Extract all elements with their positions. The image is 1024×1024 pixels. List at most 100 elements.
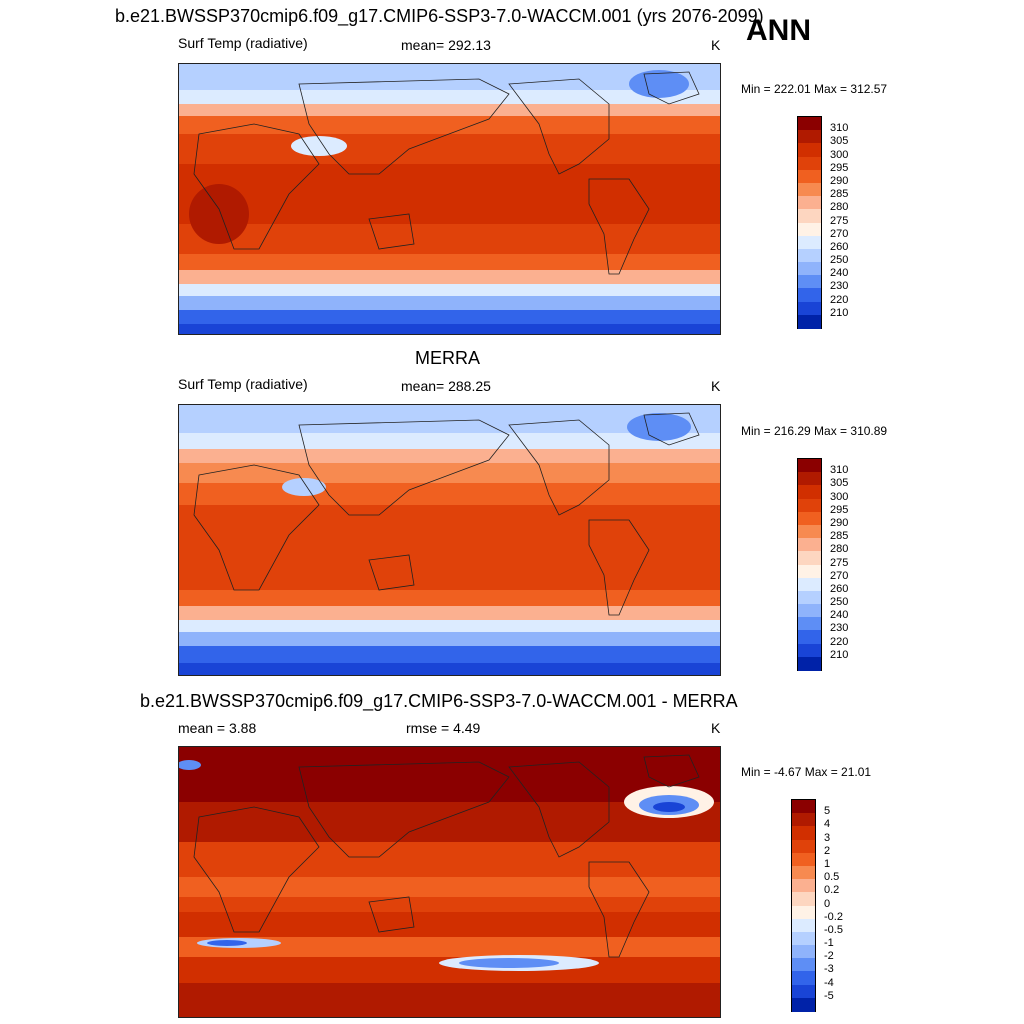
colorbar-label: 5	[824, 805, 831, 818]
colorbar-swatch	[798, 301, 821, 316]
colorbar-swatch	[798, 288, 821, 303]
colorbar-label: 295	[830, 503, 849, 516]
colorbar-label: 210	[830, 648, 849, 661]
colorbar-swatch	[792, 971, 815, 986]
colorbar-label: 0.2	[824, 884, 840, 897]
colorbar-label: 270	[830, 569, 849, 582]
panel2-variable-label: Surf Temp (radiative)	[178, 376, 308, 392]
colorbar-label: 295	[830, 161, 849, 174]
colorbar-label: -2	[824, 950, 834, 963]
colorbar-swatch	[798, 169, 821, 184]
colorbar-swatch	[792, 892, 815, 906]
colorbar-label: -1	[824, 937, 834, 950]
colorbar-swatch	[798, 498, 821, 513]
colorbar-label: 240	[830, 267, 849, 280]
panel2-units: K	[711, 378, 721, 394]
colorbar-swatch	[798, 564, 821, 579]
panel1-colorbar	[797, 116, 822, 329]
colorbar-label: 310	[830, 464, 849, 477]
colorbar-label: 275	[830, 556, 849, 569]
colorbar-label: 1	[824, 857, 831, 870]
colorbar-swatch	[798, 511, 821, 526]
colorbar-label: 250	[830, 596, 849, 609]
colorbar-label: 0	[824, 897, 831, 910]
colorbar-swatch	[792, 879, 815, 893]
colorbar-label: 260	[830, 582, 849, 595]
colorbar-label: 300	[830, 148, 849, 161]
colorbar-label: 220	[830, 635, 849, 648]
colorbar-swatch	[798, 275, 821, 289]
colorbar-swatch	[792, 931, 815, 946]
colorbar-label: 280	[830, 201, 849, 214]
colorbar-swatch	[798, 314, 821, 329]
colorbar-swatch	[798, 262, 821, 276]
colorbar-label: -5	[824, 989, 834, 1002]
panel3-mean: mean = 3.88	[178, 720, 257, 736]
colorbar-swatch	[798, 604, 821, 618]
colorbar-swatch	[792, 800, 815, 814]
colorbar-swatch	[798, 577, 821, 592]
panel3-colorbar	[791, 799, 816, 1012]
colorbar-label: 270	[830, 227, 849, 240]
colorbar-swatch	[792, 918, 815, 933]
colorbar-label: 310	[830, 122, 849, 135]
colorbar-label: 250	[830, 254, 849, 267]
panel2-colorbar	[797, 458, 822, 671]
colorbar-swatch	[798, 590, 821, 605]
colorbar-swatch	[798, 524, 821, 539]
colorbar-swatch	[798, 643, 821, 658]
panel3-units: K	[711, 720, 721, 736]
colorbar-swatch	[798, 235, 821, 250]
colorbar-label: 4	[824, 818, 831, 831]
colorbar-label: 210	[830, 306, 849, 319]
colorbar-swatch	[792, 839, 815, 854]
panel1-mean: mean= 292.13	[401, 37, 491, 53]
colorbar-swatch	[798, 156, 821, 171]
colorbar-label: 305	[830, 135, 849, 148]
colorbar-swatch	[798, 630, 821, 645]
panel1-map	[178, 63, 721, 335]
colorbar-label: 305	[830, 477, 849, 490]
panel3-title: b.e21.BWSSP370cmip6.f09_g17.CMIP6-SSP3-7…	[140, 691, 738, 711]
colorbar-label: -0.2	[824, 910, 843, 923]
colorbar-label: 290	[830, 174, 849, 187]
colorbar-swatch	[798, 459, 821, 473]
colorbar-swatch	[792, 905, 815, 920]
colorbar-swatch	[792, 852, 815, 867]
panel1-minmax: Min = 222.01 Max = 312.57	[741, 82, 888, 96]
colorbar-swatch	[798, 551, 821, 565]
colorbar-label: 230	[830, 622, 849, 635]
colorbar-label: 0.5	[824, 871, 840, 884]
colorbar-swatch	[792, 865, 815, 880]
colorbar-swatch	[792, 997, 815, 1012]
colorbar-label: 285	[830, 188, 849, 201]
colorbar-label: 280	[830, 543, 849, 556]
colorbar-swatch	[792, 826, 815, 841]
colorbar-label: 230	[830, 280, 849, 293]
colorbar-label: 240	[830, 609, 849, 622]
colorbar-swatch	[798, 538, 821, 552]
colorbar-swatch	[798, 209, 821, 223]
colorbar-label: 300	[830, 490, 849, 503]
colorbar-swatch	[792, 813, 815, 827]
colorbar-swatch	[798, 472, 821, 486]
colorbar-swatch	[798, 222, 821, 237]
colorbar-swatch	[798, 485, 821, 500]
colorbar-swatch	[798, 143, 821, 158]
panel1-title: b.e21.BWSSP370cmip6.f09_g17.CMIP6-SSP3-7…	[115, 6, 764, 26]
colorbar-label: -3	[824, 963, 834, 976]
colorbar-label: 3	[824, 831, 831, 844]
panel3-rmse: rmse = 4.49	[406, 720, 481, 736]
panel3-minmax: Min = -4.67 Max = 21.01	[741, 765, 872, 779]
colorbar-label: 275	[830, 214, 849, 227]
colorbar-label: 290	[830, 516, 849, 529]
panel2-map	[178, 404, 721, 676]
panel1-units: K	[711, 37, 721, 53]
season-label: ANN	[746, 14, 811, 47]
colorbar-swatch	[798, 117, 821, 131]
colorbar-label: -0.5	[824, 923, 843, 936]
colorbar-label: 220	[830, 293, 849, 306]
colorbar-swatch	[798, 656, 821, 671]
panel1-variable-label: Surf Temp (radiative)	[178, 35, 308, 51]
colorbar-label: 260	[830, 240, 849, 253]
